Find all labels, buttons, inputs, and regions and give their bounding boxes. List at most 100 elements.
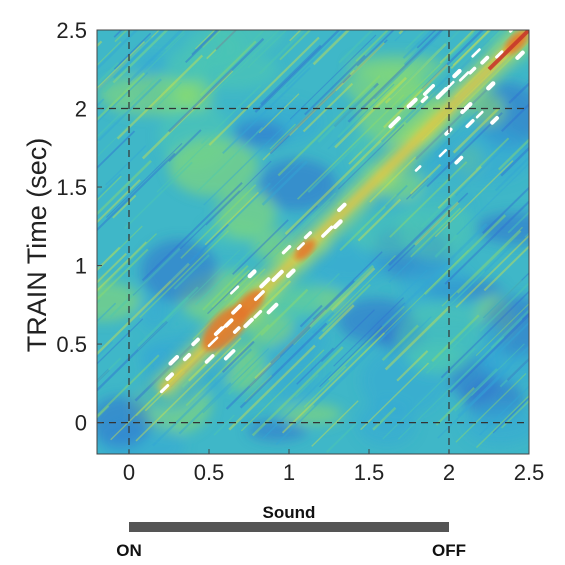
heatmap-streak: [222, 66, 311, 155]
heatmap-streak: [292, 264, 375, 346]
heatmap-streak: [0, 340, 25, 391]
heatmap-patch: [139, 342, 172, 370]
heatmap-streak: [547, 116, 565, 166]
heatmap-streak: [372, 406, 397, 431]
heatmap-streak: [228, 344, 316, 431]
heatmap-streak: [420, 30, 426, 33]
heatmap-streak: [97, 130, 136, 170]
heatmap-streak: [531, 79, 565, 164]
heatmap-streak: [431, 314, 480, 362]
heatmap-patch: [140, 239, 218, 303]
significance-contour-segment: [454, 155, 464, 165]
heatmap-streak: [0, 3, 32, 77]
heatmap-streak: [269, 123, 296, 150]
heatmap-streak: [97, 341, 113, 359]
heatmap-streak: [539, 313, 565, 378]
heatmap-streak: [221, 340, 255, 373]
heatmap-streak: [338, 30, 374, 64]
heatmap-streak: [530, 214, 565, 293]
heatmap-streak: [403, 30, 442, 66]
heatmap-streak: [0, 82, 25, 147]
significance-contour-segment: [460, 102, 473, 115]
heatmap-streak: [544, 240, 565, 290]
heatmap-streak: [355, 30, 389, 62]
significance-contour-segment: [471, 48, 481, 58]
heatmap-streak: [126, 30, 184, 84]
significance-contour-segment: [243, 317, 254, 329]
significance-contour-segment: [165, 372, 175, 381]
heatmap-streak: [285, 30, 345, 88]
heatmap-streak: [124, 161, 193, 230]
heatmap-streak: [425, 279, 523, 375]
heatmap-streak: [437, 165, 482, 210]
heatmap-streak: [97, 354, 160, 418]
heatmap-streak: [471, 343, 525, 396]
heatmap-streak: [545, 141, 565, 226]
heatmap-streak: [97, 179, 141, 224]
heatmap-streak: [97, 71, 149, 124]
heatmap-streak: [152, 348, 253, 447]
heatmap-streak: [125, 33, 185, 92]
heatmap-streak: [475, 394, 529, 449]
heatmap-streak: [0, 80, 25, 110]
heatmap-streak: [483, 245, 529, 292]
heatmap-streak: [327, 83, 395, 150]
heatmap-streak: [396, 350, 429, 382]
heatmap-streak: [536, 5, 565, 84]
heatmap-streak: [247, 30, 288, 69]
heatmap-streak: [337, 30, 346, 37]
heatmap-streak: [275, 347, 376, 446]
heatmap-streak: [548, 75, 565, 180]
heatmap-patch: [463, 404, 529, 445]
x-tick-label: 2.5: [514, 460, 545, 485]
heatmap-streak: [97, 30, 160, 92]
heatmap-streak: [97, 93, 162, 158]
heatmap-streak: [424, 270, 486, 331]
y-tick-label: 2: [75, 97, 87, 122]
heatmap-streak: [438, 30, 461, 50]
heatmap-streak: [319, 302, 406, 388]
heatmap-streak: [447, 336, 505, 393]
heatmap-streak: [289, 34, 377, 120]
heatmap-streak: [0, 358, 3, 441]
heatmap-streak: [262, 69, 355, 161]
heatmap-streak: [506, 357, 529, 381]
heatmap-streak: [489, 30, 503, 42]
heatmap-streak: [137, 286, 199, 347]
heatmap-patch: [398, 259, 473, 308]
heatmap-streak: [239, 322, 328, 409]
heatmap-streak: [260, 288, 309, 337]
heatmap-streak: [97, 302, 117, 323]
heatmap-streak: [313, 309, 412, 406]
heatmap-streak: [424, 245, 512, 331]
heatmap-streak: [546, 267, 565, 356]
heatmap-streak: [258, 30, 306, 75]
significance-contour-segment: [332, 219, 343, 230]
heatmap-streak: [139, 230, 230, 319]
sound-label: Sound: [263, 503, 316, 522]
heatmap-streak: [304, 54, 366, 116]
heatmap-streak: [211, 269, 251, 309]
heatmap-streak: [289, 82, 344, 137]
heatmap-streak: [520, 78, 529, 88]
heatmap-streak: [479, 385, 529, 436]
heatmap-streak: [279, 30, 312, 61]
heatmap-streak: [202, 265, 249, 311]
heatmap-streak: [434, 233, 459, 258]
heatmap-streak: [381, 324, 419, 361]
heatmap-patch: [280, 403, 343, 426]
heatmap-streak: [546, 249, 565, 275]
heatmap-streak: [202, 348, 270, 414]
heatmap-streak: [261, 160, 308, 206]
diagonal-hot-end: [487, 30, 529, 71]
heatmap-streak: [294, 374, 319, 398]
heatmap-streak: [168, 129, 202, 163]
heatmap-streak: [317, 86, 375, 143]
heatmap-streak: [106, 142, 183, 218]
heatmap-streak: [0, 276, 2, 350]
heatmap-streak: [225, 326, 311, 410]
heatmap-streak: [97, 357, 122, 383]
heatmap-streak: [449, 313, 529, 393]
heatmap-streak: [269, 74, 352, 155]
heatmap-streak: [389, 161, 468, 238]
